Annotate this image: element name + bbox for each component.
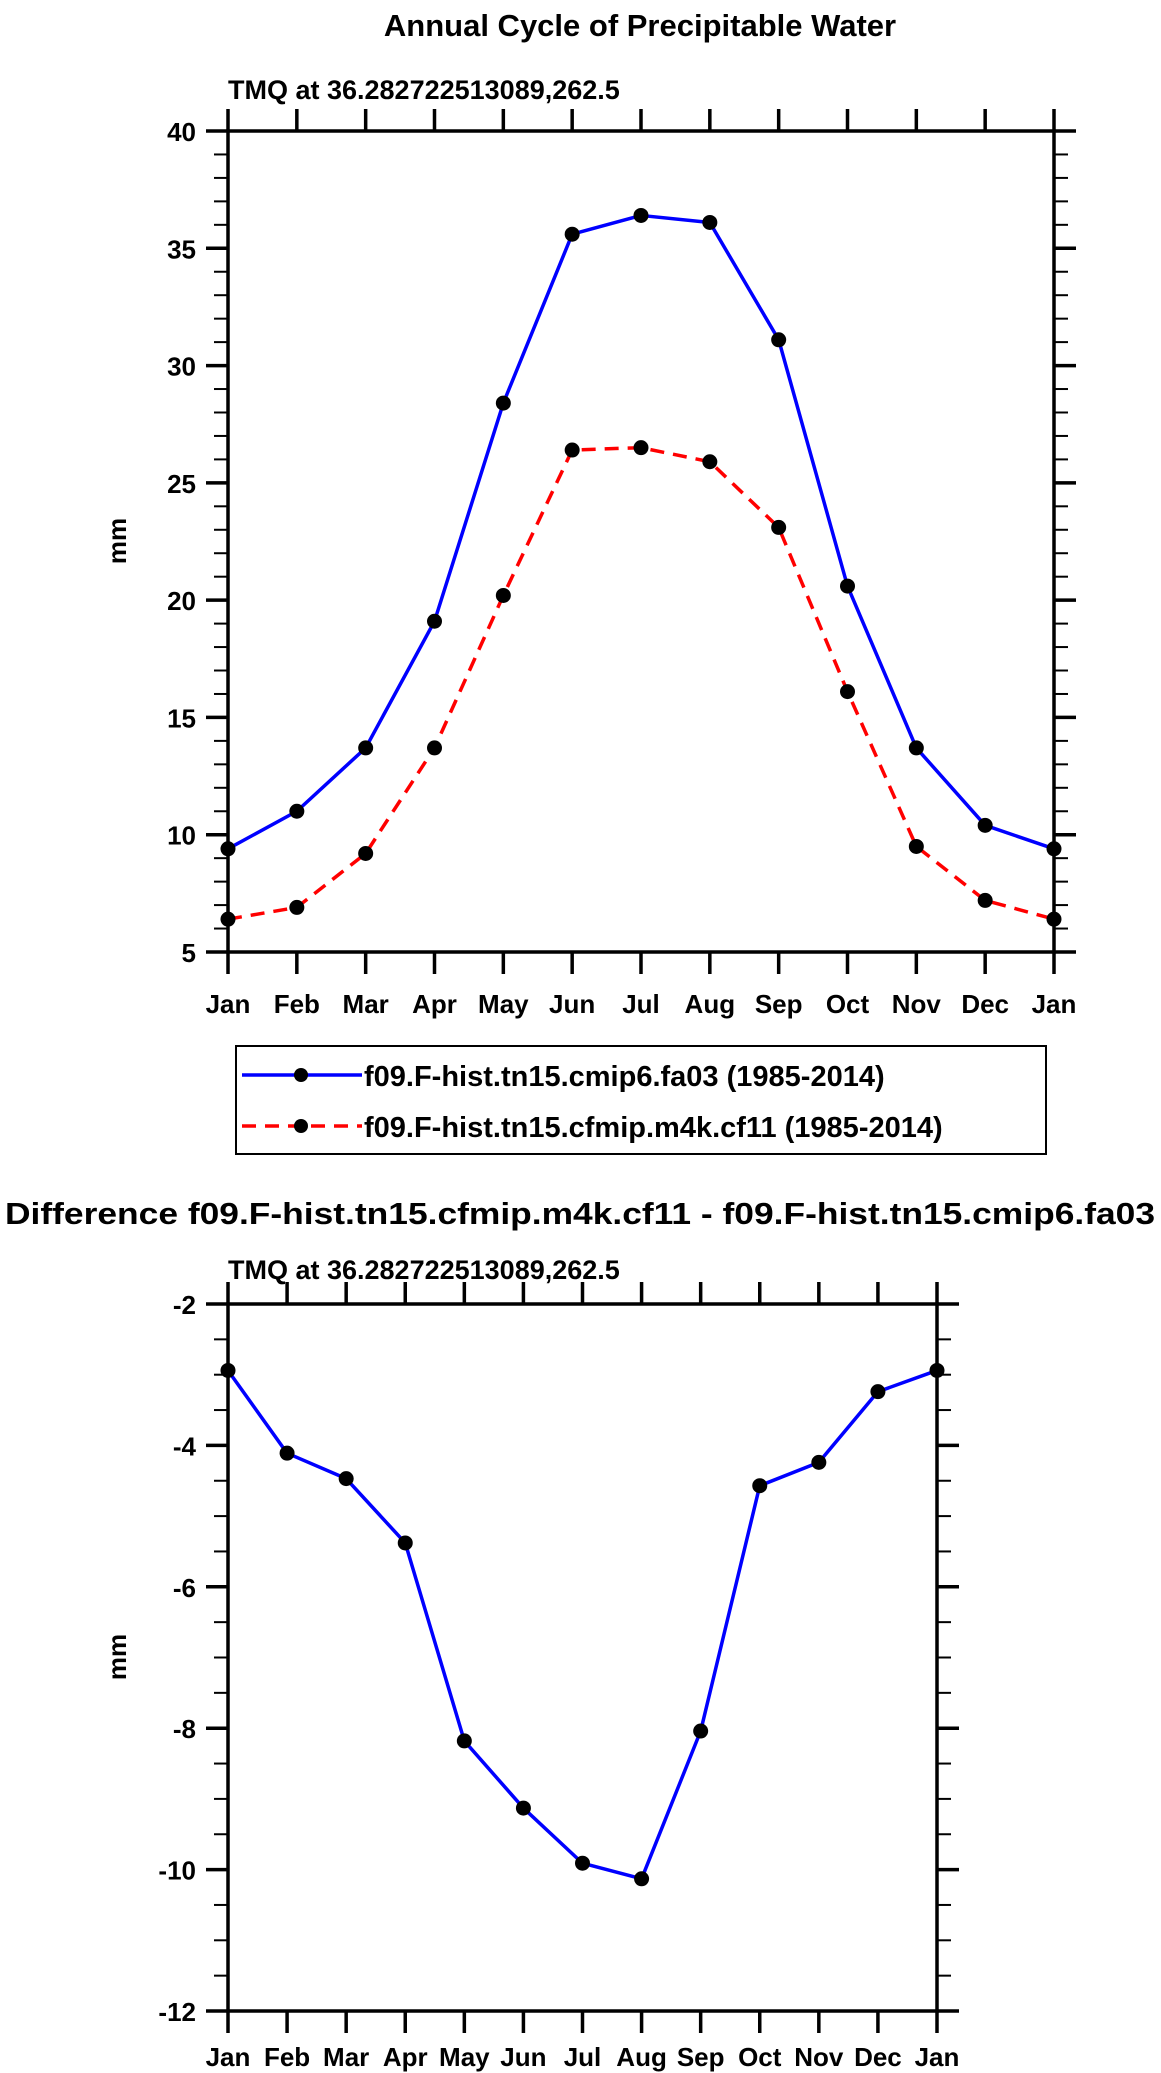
x-tick-label: Nov xyxy=(794,2042,844,2072)
chart-title: Annual Cycle of Precipitable Water xyxy=(384,8,896,43)
chart-subtitle: TMQ at 36.282722513089,262.5 xyxy=(228,75,620,105)
legend: f09.F-hist.tn15.cmip6.fa03 (1985-2014) f… xyxy=(235,1045,1047,1155)
data-point xyxy=(289,899,305,915)
y-tick-label: 30 xyxy=(167,352,196,382)
data-point xyxy=(634,1871,650,1887)
data-point xyxy=(693,1723,709,1739)
data-point xyxy=(702,454,718,470)
data-point xyxy=(338,1471,354,1487)
y-tick-label: 25 xyxy=(167,469,196,499)
data-point xyxy=(1046,841,1062,857)
x-tick-label: Jun xyxy=(500,2042,546,2072)
data-point xyxy=(977,892,993,908)
data-point xyxy=(358,740,374,756)
x-tick-label: Sep xyxy=(677,2042,725,2072)
x-tick-label: Aug xyxy=(685,989,736,1019)
data-point xyxy=(929,1362,945,1378)
x-tick-label: Dec xyxy=(854,2042,902,2072)
legend-label: f09.F-hist.tn15.cfmip.m4k.cf11 (1985-201… xyxy=(364,1112,943,1144)
data-point xyxy=(220,911,236,927)
x-tick-label: May xyxy=(439,2042,490,2072)
plot-frame xyxy=(226,129,1056,954)
chart-title: Difference f09.F-hist.tn15.cfmip.m4k.cf1… xyxy=(5,1196,1155,1231)
x-tick-label: Feb xyxy=(264,2042,310,2072)
x-tick-label: Apr xyxy=(412,989,457,1019)
x-tick-label: Jan xyxy=(1032,989,1077,1019)
y-tick-label: 20 xyxy=(167,586,196,616)
x-tick-label: Jul xyxy=(622,989,660,1019)
data-point xyxy=(427,613,442,629)
data-point xyxy=(702,214,718,230)
data-point xyxy=(220,1362,236,1378)
y-tick-label: 15 xyxy=(167,703,196,733)
legend-box xyxy=(235,1045,1047,1155)
data-point xyxy=(977,817,993,833)
data-point xyxy=(515,1800,531,1816)
data-point xyxy=(811,1454,827,1470)
x-tick-label: Jan xyxy=(206,989,251,1019)
data-point xyxy=(908,740,924,756)
x-tick-label: Nov xyxy=(892,989,942,1019)
legend-marker xyxy=(294,1068,308,1082)
y-tick-label: 5 xyxy=(182,938,196,968)
data-point xyxy=(575,1855,590,1871)
x-tick-label: Jul xyxy=(564,2042,602,2072)
x-tick-label: Oct xyxy=(738,2042,782,2072)
chart-subtitle: TMQ at 36.282722513089,262.5 xyxy=(228,1255,620,1285)
y-tick-label: -10 xyxy=(158,1856,196,1886)
x-tick-label: May xyxy=(478,989,529,1019)
data-point xyxy=(564,226,580,242)
y-tick-label: 10 xyxy=(167,821,196,851)
data-point xyxy=(840,578,855,594)
x-tick-label: Dec xyxy=(961,989,1009,1019)
y-tick-label: -4 xyxy=(173,1431,197,1461)
data-point xyxy=(564,442,580,458)
x-tick-label: Jan xyxy=(915,2042,960,2072)
y-tick-label: 40 xyxy=(167,117,196,147)
data-point xyxy=(495,395,511,411)
x-tick-label: Aug xyxy=(616,2042,667,2072)
data-point xyxy=(752,1478,768,1494)
x-tick-label: Sep xyxy=(755,989,803,1019)
data-point xyxy=(771,332,787,348)
data-point xyxy=(771,519,787,535)
plot-frame xyxy=(226,1302,939,2013)
series-line xyxy=(227,445,1055,921)
data-point xyxy=(870,1384,886,1400)
series-line xyxy=(227,213,1055,851)
y-tick-label: -12 xyxy=(158,1997,196,2027)
data-point xyxy=(456,1733,472,1749)
data-point xyxy=(633,440,649,456)
data-point xyxy=(220,841,236,857)
data-point xyxy=(358,845,374,861)
x-tick-label: Mar xyxy=(343,989,389,1019)
data-point xyxy=(397,1535,413,1551)
data-point xyxy=(427,740,442,756)
x-tick-label: Oct xyxy=(826,989,870,1019)
data-point xyxy=(289,803,305,819)
series-line xyxy=(226,1368,938,1881)
y-tick-label: -6 xyxy=(173,1573,196,1603)
difference-chart: Difference f09.F-hist.tn15.cfmip.m4k.cf1… xyxy=(5,1196,1155,2072)
data-point xyxy=(1046,911,1062,927)
data-point xyxy=(495,587,511,603)
y-tick-label: 35 xyxy=(167,234,196,264)
y-axis-label: mm xyxy=(102,1634,132,1680)
data-point xyxy=(840,684,855,700)
data-point xyxy=(279,1445,295,1461)
x-tick-label: Jan xyxy=(206,2042,251,2072)
legend-marker xyxy=(294,1119,308,1133)
annual-cycle-chart: Annual Cycle of Precipitable Water TMQ a… xyxy=(102,8,1076,1019)
x-tick-label: Jun xyxy=(549,989,595,1019)
y-tick-label: -2 xyxy=(173,1290,196,1320)
legend-label: f09.F-hist.tn15.cmip6.fa03 (1985-2014) xyxy=(364,1061,885,1093)
data-point xyxy=(908,838,924,854)
y-tick-label: -8 xyxy=(173,1714,196,1744)
x-tick-label: Apr xyxy=(383,2042,428,2072)
y-axis-label: mm xyxy=(102,518,132,564)
x-tick-label: Feb xyxy=(274,989,320,1019)
x-tick-label: Mar xyxy=(323,2042,369,2072)
data-point xyxy=(633,207,649,223)
